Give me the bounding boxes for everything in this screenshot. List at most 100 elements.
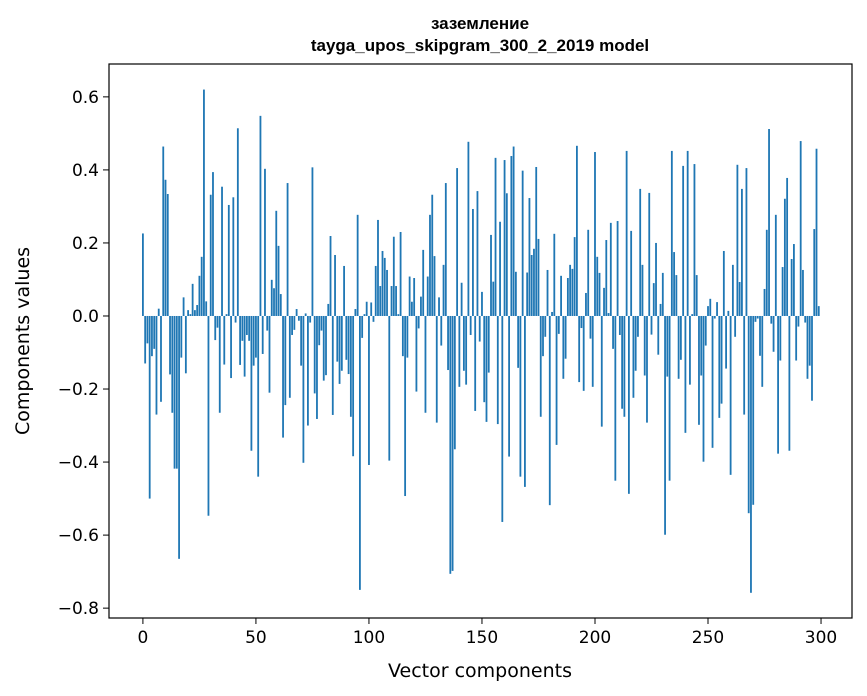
bar <box>761 315 764 387</box>
bar <box>661 272 664 316</box>
y-tick-label: −0.4 <box>58 453 99 473</box>
bar <box>777 315 779 454</box>
bar <box>555 315 558 445</box>
bar <box>268 315 271 393</box>
bar <box>657 315 660 355</box>
x-axis-label: Vector components <box>388 660 572 682</box>
bar <box>569 264 572 316</box>
bar <box>218 315 221 413</box>
bar <box>573 237 576 316</box>
bar <box>386 269 388 316</box>
bar <box>451 315 454 571</box>
bar <box>621 315 624 409</box>
bar <box>720 315 723 404</box>
bar <box>603 287 605 316</box>
bar <box>641 264 644 316</box>
bar <box>320 315 323 331</box>
bar <box>670 150 673 316</box>
bar <box>336 315 339 362</box>
bar <box>327 303 330 316</box>
bar <box>311 167 314 316</box>
bar <box>157 308 160 316</box>
bar <box>607 313 610 316</box>
bar <box>422 249 425 316</box>
bar <box>576 145 578 316</box>
bar <box>205 301 208 316</box>
bar <box>230 315 232 379</box>
bar <box>286 183 289 316</box>
bar <box>239 315 242 365</box>
bar <box>616 221 619 316</box>
bar <box>779 315 782 361</box>
bar <box>171 315 174 413</box>
bar <box>270 279 273 316</box>
bar <box>483 315 486 403</box>
bar <box>727 310 730 316</box>
bar <box>329 236 332 316</box>
bar <box>420 296 422 316</box>
bar <box>465 315 468 385</box>
plot-frame <box>108 63 853 619</box>
bar <box>476 191 479 316</box>
bar <box>514 271 517 316</box>
bar <box>788 315 791 451</box>
bar <box>783 198 786 316</box>
chart-title: заземление <box>431 14 529 33</box>
bar <box>517 315 520 368</box>
bar <box>223 315 226 365</box>
bar <box>424 315 427 413</box>
bar <box>390 286 393 316</box>
bar <box>155 315 158 415</box>
bar <box>275 210 278 316</box>
x-tick-label: 0 <box>137 628 148 648</box>
bar <box>806 315 809 379</box>
bar <box>354 309 357 316</box>
bar <box>508 315 510 457</box>
bar <box>413 278 416 316</box>
bar <box>519 315 522 477</box>
bar <box>151 315 153 357</box>
bar <box>646 315 648 423</box>
bar <box>309 315 312 323</box>
bar <box>293 315 296 330</box>
x-tick-label: 250 <box>692 628 724 648</box>
bar <box>397 314 400 316</box>
bar <box>492 281 495 316</box>
bar <box>458 315 461 387</box>
bar <box>144 315 147 364</box>
bar <box>689 315 691 385</box>
bar <box>166 194 169 316</box>
bar <box>307 315 309 426</box>
bar <box>442 264 445 316</box>
bar <box>741 188 743 316</box>
bar <box>623 315 626 417</box>
bar <box>221 186 223 316</box>
bar <box>557 315 560 334</box>
bar <box>817 306 820 316</box>
bar <box>198 275 201 316</box>
y-tick-label: −0.8 <box>58 599 99 619</box>
bar <box>553 233 556 316</box>
bar <box>349 315 352 417</box>
bar <box>160 315 162 402</box>
bar <box>372 315 375 322</box>
bar <box>704 315 707 346</box>
bar <box>169 315 171 375</box>
bar <box>528 198 531 316</box>
bar <box>643 315 646 376</box>
bar <box>429 214 431 316</box>
bar <box>546 269 549 316</box>
bar <box>729 315 732 475</box>
bar <box>639 188 642 316</box>
bar <box>302 315 305 463</box>
bar <box>684 315 687 433</box>
bar <box>284 315 287 406</box>
y-tick-label: 0.6 <box>72 88 99 108</box>
bar <box>227 204 230 316</box>
bar <box>189 314 192 316</box>
bar <box>291 315 293 335</box>
bar <box>666 315 669 377</box>
bar <box>650 315 653 335</box>
bar <box>415 315 418 392</box>
